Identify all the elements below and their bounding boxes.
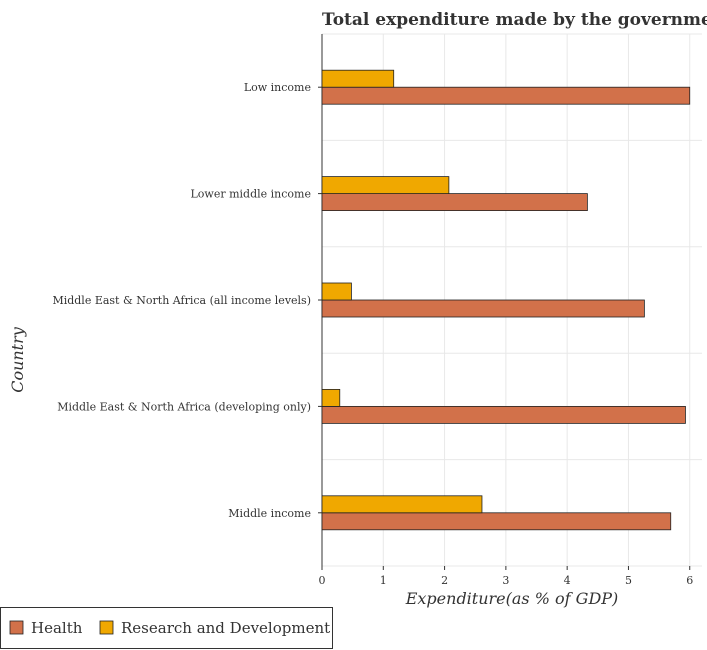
legend-label-research: Research and Development [121,619,330,637]
legend-swatch-research [99,620,114,635]
x-axis-label: Expenditure(as % of GDP) [405,589,619,608]
health-bar [321,86,691,105]
bars [321,69,691,531]
y-tick-label: Lower middle income [191,188,312,201]
chart-title: Total expenditure made by the government… [322,10,707,30]
research-bar [321,176,450,195]
health-bar [321,193,588,212]
research-bar [321,69,395,88]
y-tick-label: Middle income [228,507,311,520]
x-tick-labels: 0 1 2 3 4 5 6 [319,566,693,587]
research-bar [321,495,483,514]
legend-box [0,607,333,649]
x-tick-label: 5 [625,574,632,587]
y-axis-label: Country [8,326,27,393]
y-tick-label: Low income [244,81,311,94]
research-bar [321,282,352,301]
x-tick-label: 0 [319,574,326,587]
y-tick-label: Middle East & North Africa (developing o… [57,400,311,413]
x-tick-label: 1 [380,574,387,587]
y-tick-label: Middle East & North Africa (all income l… [52,294,311,307]
x-tick-label: 2 [441,574,448,587]
x-tick-label: 6 [686,574,693,587]
research-bar [321,388,341,407]
health-bar [321,405,686,424]
x-tick-label: 4 [564,574,571,587]
legend: Health Research and Development [0,607,333,649]
x-tick-label: 3 [502,574,509,587]
health-bar [321,299,645,318]
y-tick-labels: Low income Lower middle income Middle East… [52,81,322,520]
health-bar [321,512,672,531]
legend-swatch-health [9,620,24,635]
legend-label-health: Health [31,619,83,637]
